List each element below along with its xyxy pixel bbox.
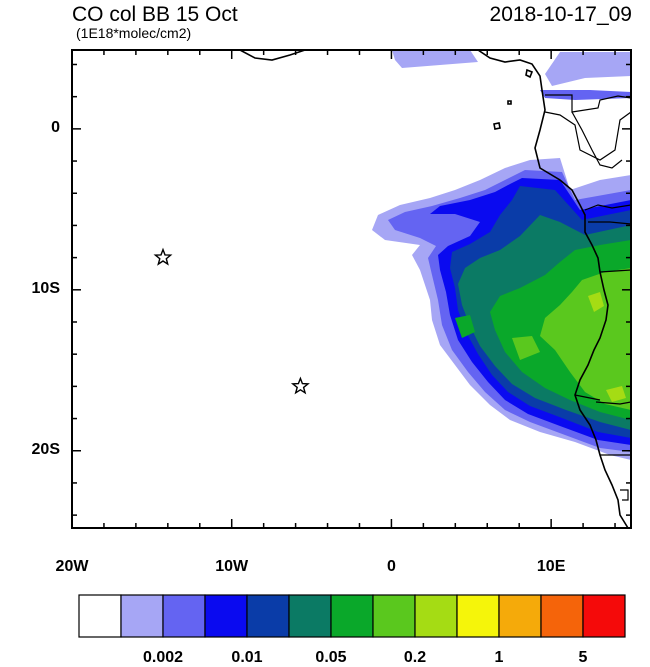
lon-tick-label: 10E bbox=[536, 558, 566, 575]
colorbar-label: 5 bbox=[578, 649, 588, 666]
colorbar-swatch bbox=[246, 594, 290, 638]
star-markers bbox=[153, 247, 310, 395]
lat-tick-label: 10S bbox=[31, 279, 60, 297]
colorbar-label: 0.01 bbox=[231, 649, 263, 666]
lon-tick-label: 0 bbox=[386, 558, 396, 575]
colorbar-swatch bbox=[540, 594, 584, 638]
colorbar-swatch bbox=[582, 594, 626, 638]
coastline-africa bbox=[477, 50, 629, 528]
colorbar-swatch bbox=[414, 594, 458, 638]
country-borders bbox=[544, 94, 631, 501]
colorbar-swatch bbox=[204, 594, 248, 638]
colorbar-label: 0.002 bbox=[142, 649, 184, 666]
island-1 bbox=[525, 68, 534, 79]
colorbar-label: 1 bbox=[494, 649, 504, 666]
colorbar-swatch bbox=[162, 594, 206, 638]
star-2-marker bbox=[290, 376, 310, 395]
colorbar bbox=[78, 594, 626, 638]
lon-tick-label: 10W bbox=[215, 558, 249, 575]
colorbar-label: 0.2 bbox=[403, 649, 427, 666]
colorbar-swatch bbox=[120, 594, 164, 638]
map-datetime: 2018-10-17_09 bbox=[489, 3, 632, 26]
island-2 bbox=[493, 122, 501, 130]
lon-tick-label: 20W bbox=[55, 558, 89, 575]
colorbar-swatch bbox=[498, 594, 542, 638]
map-title: CO col BB 15 Oct bbox=[72, 3, 238, 26]
colorbar-swatch bbox=[372, 594, 416, 638]
colorbar-swatch bbox=[456, 594, 500, 638]
lat-tick-label: 0 bbox=[51, 118, 60, 136]
plot-frame bbox=[71, 49, 632, 529]
colorbar-label: 0.05 bbox=[315, 649, 347, 666]
island-3 bbox=[507, 100, 512, 105]
colorbar-swatch bbox=[288, 594, 332, 638]
colorbar-swatch bbox=[330, 594, 374, 638]
colorbar-swatch bbox=[78, 594, 122, 638]
co-band-yellowgreen bbox=[588, 292, 626, 402]
star-1-marker bbox=[153, 247, 173, 266]
lat-tick-label: 20S bbox=[31, 440, 60, 458]
map-units: (1E18*molec/cm2) bbox=[76, 25, 192, 41]
axis-ticks bbox=[71, 50, 631, 528]
